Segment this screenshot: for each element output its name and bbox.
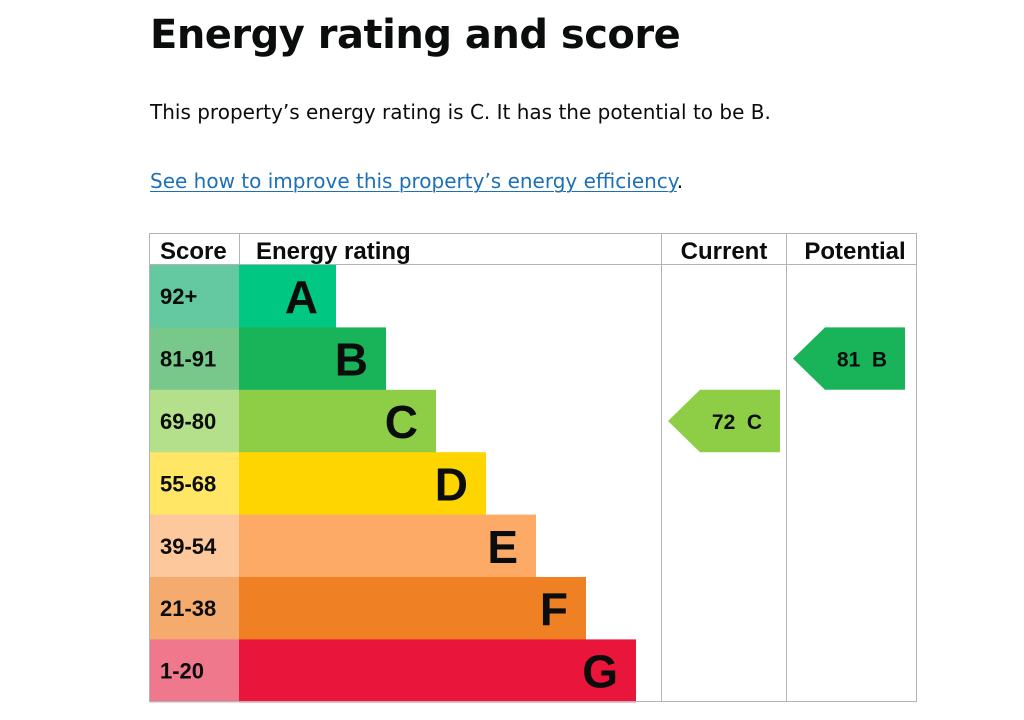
rating-letter-b: B [335,334,368,386]
current-rating-arrow [668,389,780,453]
rating-bar-d [239,452,486,516]
score-cell-c [150,389,239,453]
link-suffix: . [676,169,684,193]
header-potential: Potential [804,238,905,265]
rating-summary: This property’s energy rating is C. It h… [150,100,771,124]
improve-energy-efficiency-link[interactable]: See how to improve this property’s energ… [150,169,677,193]
table-border [149,233,917,702]
header-energy-rating: Energy rating [256,238,411,265]
score-label-b: 81-91 [160,347,216,372]
rating-letter-c: C [385,396,418,448]
score-label-d: 55-68 [160,471,216,496]
rating-letter-a: A [285,271,318,323]
rating-bar-a [239,265,336,328]
rating-bar-b [239,327,386,391]
rating-bar-c [239,389,436,453]
header-score: Score [160,238,227,265]
score-label-e: 39-54 [160,534,217,559]
rating-bar-g [239,639,636,703]
rating-bands: 92+ A 81-91 B 69-80 C 55-68 D 39-54 E 21-38 F 1-20 G [150,265,636,703]
improve-link-line: See how to improve this property’s energ… [150,167,683,195]
score-cell-d [150,452,239,516]
score-label-c: 69-80 [160,409,216,434]
score-label-a: 92+ [160,284,197,309]
score-cell-e [150,514,239,578]
page-title: Energy rating and score [150,12,681,58]
header-current: Current [681,238,768,265]
potential-rating-arrow-label: 81 B [837,349,887,372]
score-cell-g [150,639,239,703]
rating-bar-f [239,577,586,640]
score-label-g: 1-20 [160,659,204,684]
score-label-f: 21-38 [160,596,216,621]
rating-bar-e [239,514,536,578]
score-cell-b [150,327,239,391]
rating-letter-d: D [435,458,468,510]
rating-arrows: 72 C 81 B [668,327,905,453]
current-rating-arrow-label: 72 C [712,411,762,434]
rating-letter-e: E [487,521,518,573]
score-cell-a [150,265,239,328]
potential-rating-arrow [793,327,905,390]
score-cell-f [150,577,239,640]
rating-letter-f: F [540,583,568,635]
table-grid [149,233,917,702]
rating-letter-g: G [582,646,618,698]
